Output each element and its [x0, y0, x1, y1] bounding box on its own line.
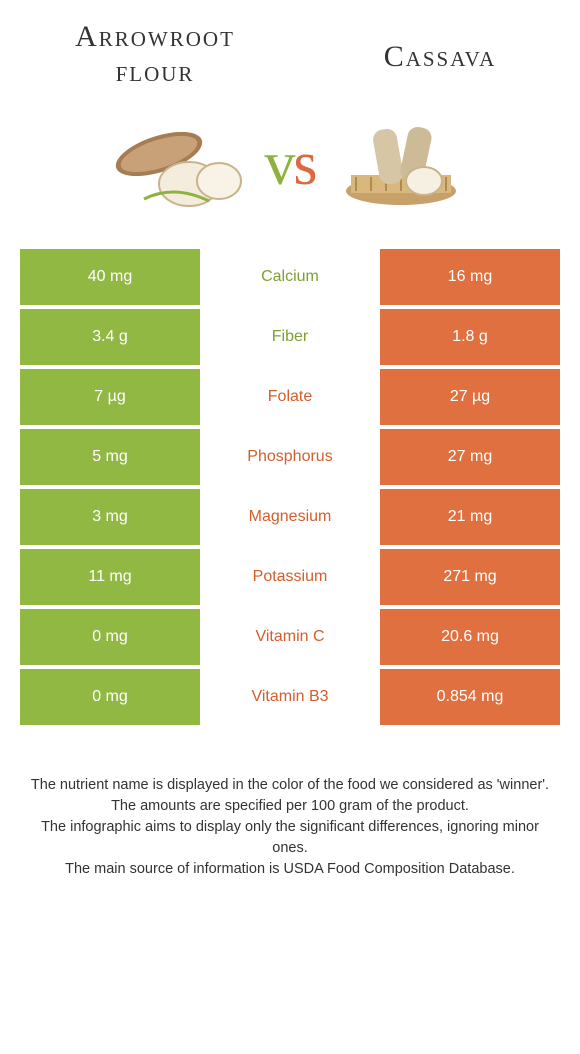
arrowroot-icon — [104, 109, 254, 219]
food-image-left — [104, 109, 254, 219]
nutrient-row: 3 mgMagnesium21 mg — [20, 489, 560, 545]
nutrient-row: 7 µgFolate27 µg — [20, 369, 560, 425]
vs-s: s — [293, 130, 315, 198]
nutrient-value-left: 0 mg — [20, 669, 200, 725]
nutrient-name: Magnesium — [200, 489, 380, 545]
nutrient-row: 5 mgPhosphorus27 mg — [20, 429, 560, 485]
nutrient-name: Phosphorus — [200, 429, 380, 485]
nutrient-name: Potassium — [200, 549, 380, 605]
nutrient-value-right: 21 mg — [380, 489, 560, 545]
header: Arrowroot flour Cassava — [20, 20, 560, 89]
footnote-line: The main source of information is USDA F… — [26, 859, 554, 880]
food-title-left: Arrowroot flour — [50, 20, 260, 89]
nutrient-row: 3.4 gFiber1.8 g — [20, 309, 560, 365]
vs-v: v — [264, 130, 293, 198]
nutrient-row: 11 mgPotassium271 mg — [20, 549, 560, 605]
footnote-line: The amounts are specified per 100 gram o… — [26, 796, 554, 817]
nutrient-name: Vitamin B3 — [200, 669, 380, 725]
nutrient-value-left: 5 mg — [20, 429, 200, 485]
nutrient-value-right: 0.854 mg — [380, 669, 560, 725]
footnote-line: The nutrient name is displayed in the co… — [26, 775, 554, 796]
nutrient-value-left: 11 mg — [20, 549, 200, 605]
nutrient-value-left: 0 mg — [20, 609, 200, 665]
nutrient-name: Calcium — [200, 249, 380, 305]
nutrient-value-right: 16 mg — [380, 249, 560, 305]
food-title-right: Cassava — [350, 20, 530, 75]
footnotes: The nutrient name is displayed in the co… — [20, 775, 560, 880]
nutrient-name: Fiber — [200, 309, 380, 365]
nutrient-value-right: 20.6 mg — [380, 609, 560, 665]
cassava-icon — [326, 109, 476, 219]
nutrient-name: Folate — [200, 369, 380, 425]
nutrient-row: 0 mgVitamin C20.6 mg — [20, 609, 560, 665]
nutrient-row: 0 mgVitamin B30.854 mg — [20, 669, 560, 725]
nutrient-table: 40 mgCalcium16 mg3.4 gFiber1.8 g7 µgFola… — [20, 249, 560, 725]
food-image-right — [326, 109, 476, 219]
nutrient-value-right: 27 mg — [380, 429, 560, 485]
nutrient-value-right: 271 mg — [380, 549, 560, 605]
nutrient-row: 40 mgCalcium16 mg — [20, 249, 560, 305]
nutrient-value-left: 3.4 g — [20, 309, 200, 365]
nutrient-value-left: 40 mg — [20, 249, 200, 305]
nutrient-value-left: 7 µg — [20, 369, 200, 425]
nutrient-value-left: 3 mg — [20, 489, 200, 545]
nutrient-value-right: 1.8 g — [380, 309, 560, 365]
vs-label: vs — [264, 129, 315, 200]
nutrient-name: Vitamin C — [200, 609, 380, 665]
footnote-line: The infographic aims to display only the… — [26, 817, 554, 859]
nutrient-value-right: 27 µg — [380, 369, 560, 425]
vs-row: vs — [20, 109, 560, 219]
